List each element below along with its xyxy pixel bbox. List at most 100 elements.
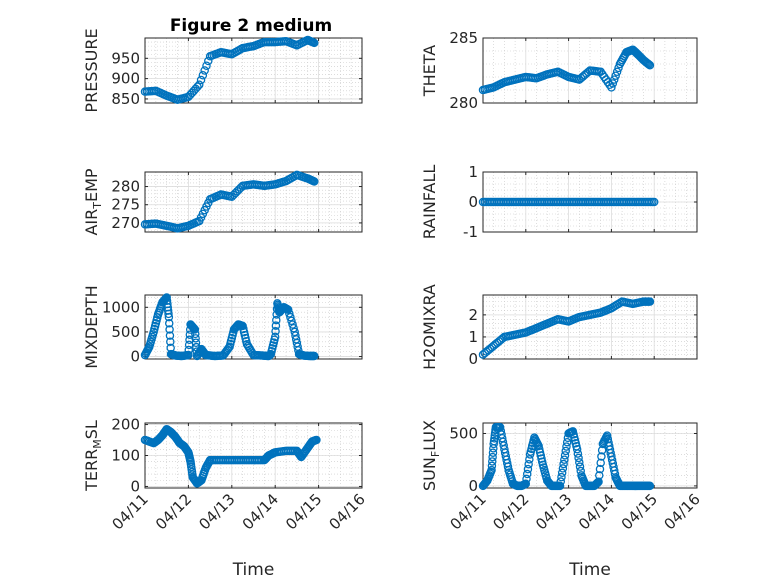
h2omixra-ylabel: H2OMIXRA — [420, 284, 439, 370]
mixdepth-data-point — [190, 325, 200, 334]
pressure-data-point — [194, 80, 204, 89]
sun_flux-data-point — [487, 465, 496, 475]
mixdepth-data-point — [165, 331, 175, 340]
h2omixra-ytick-label: 0 — [468, 350, 478, 368]
mixdepth-ytick-label: 500 — [111, 323, 140, 341]
pressure-ytick-label: 850 — [111, 90, 140, 108]
pressure-axes-border — [144, 37, 363, 104]
h2omixra-axes-border — [482, 294, 698, 360]
mixdepth-data-point — [191, 338, 201, 348]
rainfall-ylabel: RAINFALL — [420, 165, 439, 240]
mixdepth-data-point — [310, 351, 319, 361]
mixdepth-data-point — [164, 309, 173, 319]
pressure-data-point — [202, 61, 211, 71]
sun_flux-data-point — [522, 469, 532, 479]
subplot-terr_msl: 04/11 04/12 04/13 04/14 04/15 04/16 0 100 200 TER… — [82, 416, 369, 580]
terr_msl-ytick-label: 200 — [111, 416, 140, 434]
theta-data-point — [610, 75, 619, 84]
sun_flux-data-point — [488, 452, 497, 462]
sun_flux-data-point — [594, 477, 603, 486]
sun_flux-data-point — [574, 453, 583, 463]
mixdepth-data-point — [286, 312, 295, 322]
pressure-ylabel: PRESSURE — [82, 28, 101, 112]
rainfall-ytick-label: 1 — [468, 163, 478, 181]
figure-title: Figure 2 medium — [170, 16, 332, 36]
air_temp-ytick-label: 280 — [111, 178, 140, 196]
sun_flux-data-point — [503, 462, 513, 471]
sun_flux-data-point — [537, 454, 546, 463]
subplot-theta: 280 285 THETA — [420, 29, 698, 112]
mixdepth-data-point — [270, 332, 280, 342]
subplot-h2omixra: 0 1 2 H2OMIXRA — [420, 284, 698, 370]
sun_flux-data-point — [597, 446, 607, 455]
air_temp-ytick-label: 275 — [111, 196, 140, 214]
air_temp-ylabel: AIRTEMP — [82, 168, 104, 235]
air_temp-axes-border — [144, 171, 363, 233]
pressure-data-point — [196, 75, 206, 85]
pressure-data-point — [200, 66, 209, 75]
mixdepth-data-point — [224, 343, 233, 353]
theta-ytick-label: 285 — [449, 29, 478, 47]
theta-data-point — [608, 79, 618, 88]
sun_flux-data-point — [535, 448, 545, 457]
theta-ylabel: THETA — [420, 45, 439, 97]
theta-data-point — [612, 67, 622, 77]
theta-ytick-label: 280 — [449, 94, 478, 112]
theta-data-point — [645, 61, 655, 70]
subplot-pressure: Figure 2 medium 850 900 950 PRESSURE — [82, 16, 363, 113]
sun_flux-data-point — [535, 444, 544, 454]
h2omixra-ytick-label: 1 — [468, 328, 478, 346]
sun_flux-data-point — [524, 459, 533, 469]
subplot-sun_flux: 04/11 04/12 04/13 04/14 04/15 04/16 0 500 SUNFLU… — [420, 420, 704, 580]
sun_flux-data-point — [562, 442, 571, 451]
mixdepth-ytick-label: 0 — [130, 348, 140, 366]
sun_flux-data-point — [488, 448, 498, 457]
pressure-data-point — [310, 38, 319, 48]
h2omixra-ytick-label: 2 — [468, 306, 478, 324]
sun_flux-xtick-label: 04/15 — [618, 490, 661, 533]
mixdepth-data-point — [184, 350, 193, 360]
sun_flux-data-point — [560, 451, 570, 460]
sun_flux-data-point — [560, 455, 569, 464]
mixdepth-data-point — [191, 334, 200, 343]
terr_msl-xtick-label: 04/11 — [109, 490, 152, 533]
terr_msl-xtick-label: 04/14 — [239, 490, 282, 533]
sun_flux-data-point — [537, 457, 547, 467]
sun_flux-ytick-label: 0 — [468, 477, 478, 495]
mixdepth-data-point — [271, 327, 280, 336]
mixdepth-data-point — [272, 315, 281, 325]
subplot-rainfall: -1 0 1 RAINFALL — [420, 163, 698, 241]
sun_flux-data-point — [645, 481, 655, 491]
theta-data-point — [611, 71, 620, 80]
sun_flux-data-point — [597, 452, 606, 461]
mixdepth-data-point — [189, 323, 198, 333]
h2omixra-data-point — [645, 297, 655, 306]
terr_msl-ytick-label: 0 — [130, 477, 140, 495]
terr_msl-ytick-label: 100 — [111, 447, 140, 465]
sun_flux-data-point — [490, 434, 499, 443]
theta-data-point — [644, 60, 654, 69]
sun_flux-data-point — [489, 439, 498, 449]
mixdepth-data-point — [285, 309, 294, 318]
sun_flux-data-point — [522, 474, 531, 484]
terr_msl-ylabel: TERRMSL — [82, 420, 104, 492]
mixdepth-data-point — [161, 294, 170, 304]
terr_msl-xtick-label: 04/12 — [152, 490, 195, 533]
sun_flux-data-point — [596, 458, 605, 468]
pressure-data-point — [198, 70, 208, 80]
terr_msl-xtick-label: 04/13 — [195, 490, 238, 533]
sun_flux-data-point — [558, 464, 568, 473]
sun_flux-data-point — [595, 464, 605, 474]
sun_flux-data-point — [575, 462, 585, 471]
sun_flux-data-point — [488, 457, 497, 466]
sun_flux-data-point — [489, 436, 499, 446]
mixdepth-data-point — [191, 329, 200, 339]
pressure-ytick-label: 900 — [111, 70, 140, 88]
sun_flux-xtick-label: 04/16 — [661, 490, 704, 533]
sun_flux-data-point — [561, 446, 570, 456]
mixdepth-data-point — [184, 345, 194, 355]
sun_flux-data-point — [525, 455, 534, 464]
